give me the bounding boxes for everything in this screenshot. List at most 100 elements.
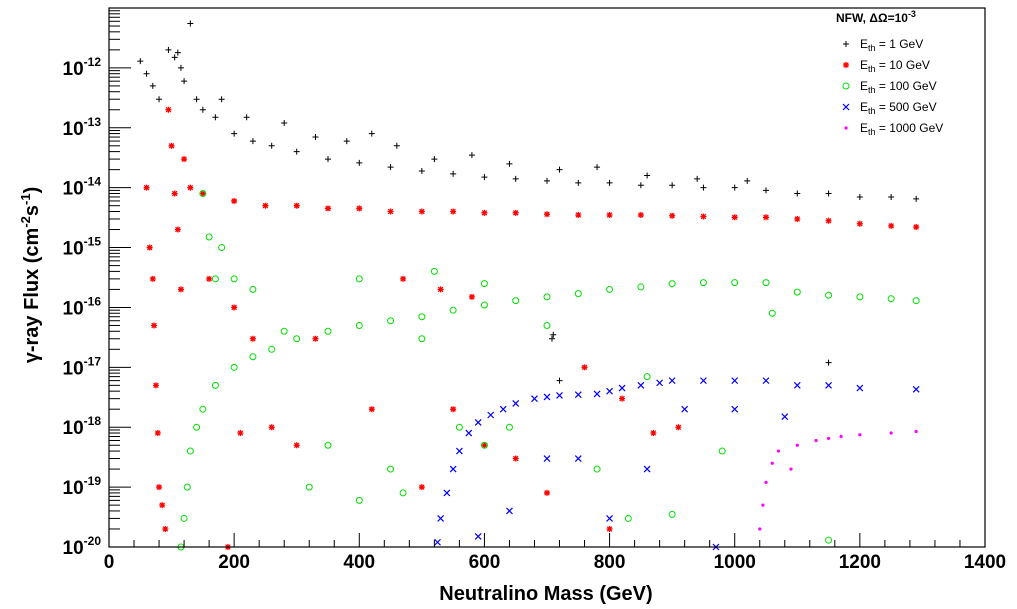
- data-point: [593, 465, 601, 473]
- x-tick-label: 1200: [839, 552, 881, 573]
- y-tick-label: 10-20: [63, 534, 102, 559]
- data-point: [762, 279, 770, 287]
- data-point: [499, 405, 507, 413]
- data-point: [814, 438, 818, 443]
- x-tick-label: 800: [594, 552, 626, 573]
- data-point: [481, 442, 488, 449]
- data-point: [146, 244, 153, 251]
- data-point: [593, 390, 601, 398]
- data-point: [183, 483, 191, 491]
- data-point: [281, 120, 288, 127]
- data-point: [669, 182, 676, 189]
- data-point: [243, 114, 250, 121]
- data-point: [543, 321, 551, 329]
- data-point: [293, 202, 300, 209]
- data-point: [675, 424, 682, 431]
- y-tick-label: 10-12: [63, 55, 102, 80]
- legend-item: Eth = 10 GeV: [843, 58, 930, 74]
- data-point: [700, 377, 707, 385]
- data-point: [211, 381, 219, 389]
- data-point: [218, 96, 225, 103]
- y-tick-label: 10-18: [63, 414, 102, 439]
- data-point: [165, 106, 172, 113]
- data-point: [187, 184, 194, 191]
- data-point: [606, 515, 613, 522]
- data-point: [231, 304, 238, 311]
- data-point: [450, 208, 457, 215]
- data-point: [887, 295, 895, 303]
- data-point: [912, 297, 920, 305]
- legend-label: Eth = 1 GeV: [860, 37, 923, 53]
- data-point: [619, 395, 626, 402]
- data-point: [700, 213, 707, 220]
- data-point: [731, 184, 738, 191]
- data-point: [758, 527, 762, 531]
- data-point: [606, 525, 613, 532]
- data-point: [575, 211, 582, 218]
- data-point: [512, 297, 520, 305]
- x-tick-label: 200: [218, 552, 250, 573]
- data-point: [825, 217, 832, 224]
- data-point: [793, 288, 801, 296]
- data-point: [237, 430, 244, 437]
- data-point: [793, 381, 801, 389]
- data-point: [143, 184, 150, 191]
- data-point: [825, 190, 832, 197]
- data-point: [825, 381, 832, 389]
- y-tick-label: 10-19: [63, 474, 102, 499]
- x-tick-label: 1400: [964, 552, 1006, 573]
- data-point: [174, 49, 181, 56]
- data-point: [168, 142, 175, 149]
- data-point: [637, 283, 645, 291]
- data-point: [151, 322, 158, 329]
- data-point: [212, 114, 219, 121]
- data-point: [839, 434, 843, 439]
- data-point: [181, 78, 188, 85]
- data-point: [505, 423, 513, 431]
- data-point: [644, 172, 651, 179]
- y-axis-title-post: ): [21, 187, 43, 194]
- data-point: [694, 175, 701, 182]
- data-point: [199, 190, 206, 197]
- data-point: [544, 489, 550, 496]
- data-point: [171, 54, 178, 61]
- x-tick-label: 400: [343, 552, 375, 573]
- legend-item: Eth = 500 GeV: [842, 100, 937, 116]
- data-point: [768, 309, 776, 317]
- data-point: [574, 455, 582, 462]
- data-point: [280, 327, 288, 335]
- legend-item: Eth = 1 GeV: [843, 37, 923, 53]
- data-point: [355, 321, 363, 329]
- data-point: [744, 177, 751, 184]
- data-point: [761, 503, 765, 507]
- data-point: [293, 335, 301, 343]
- data-point: [575, 179, 582, 186]
- data-point: [480, 280, 488, 288]
- data-point: [218, 244, 226, 252]
- data-point: [443, 489, 451, 497]
- data-point: [325, 156, 331, 163]
- data-point: [668, 377, 676, 385]
- legend-marker: [843, 62, 849, 68]
- legend-item: Eth = 100 GeV: [842, 79, 937, 95]
- y-tick-label: 10-17: [63, 354, 102, 379]
- data-point: [789, 467, 793, 471]
- data-point: [637, 182, 644, 189]
- data-point: [643, 465, 651, 473]
- data-point: [543, 293, 551, 301]
- data-point: [888, 222, 895, 229]
- data-point: [231, 130, 238, 137]
- data-point: [512, 455, 519, 462]
- data-point: [268, 142, 275, 149]
- data-point: [355, 275, 363, 283]
- data-point: [825, 536, 833, 544]
- data-point: [137, 58, 144, 65]
- data-point: [512, 209, 519, 216]
- data-point: [731, 377, 739, 385]
- x-tick-label: 1000: [714, 552, 756, 573]
- data-point: [368, 406, 375, 413]
- data-point: [481, 174, 488, 181]
- data-point: [356, 159, 363, 166]
- data-point: [776, 449, 781, 453]
